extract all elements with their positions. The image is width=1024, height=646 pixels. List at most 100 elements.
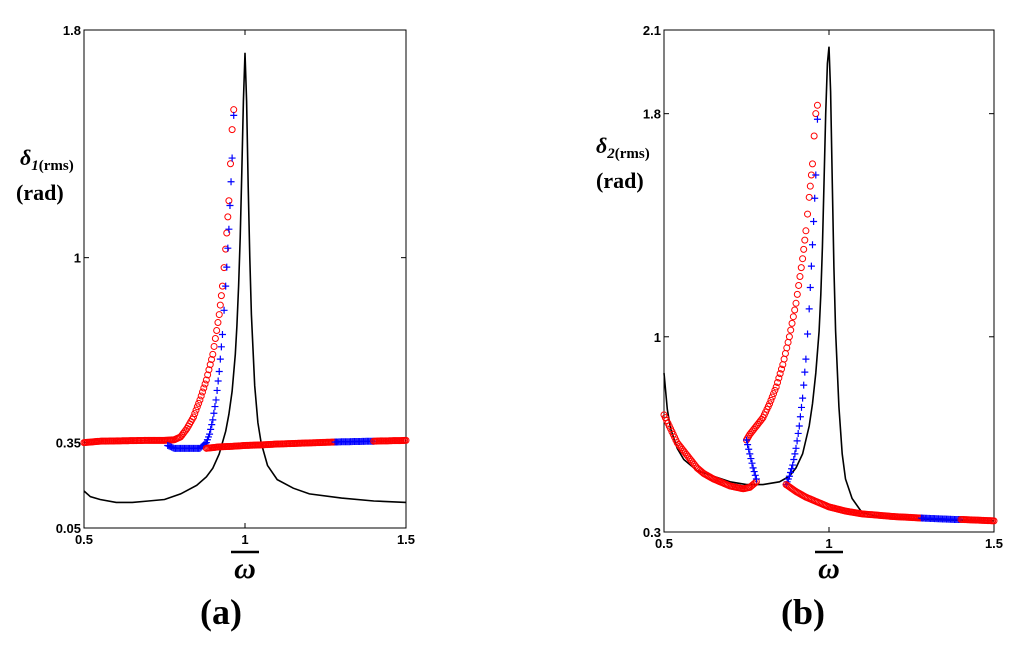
panel-b-series-4-point xyxy=(793,437,801,445)
panel-b-series-4-point xyxy=(800,381,808,389)
panel-b-ytick-label: 0.3 xyxy=(643,525,661,540)
panel-a-series-2-point xyxy=(212,396,220,404)
panel-a-series-1-point xyxy=(205,366,213,374)
panel-b-series-2-point xyxy=(771,386,779,394)
panel-b-xtick-label: 1.5 xyxy=(985,536,1003,551)
panel-b-series-6-plus-markers xyxy=(917,514,965,523)
panel-a-series-1-point xyxy=(216,301,224,309)
panel-b-series-3-point xyxy=(746,450,754,458)
panel-b-series-2-point xyxy=(777,365,785,373)
panel-b-series-3-point xyxy=(748,459,756,467)
panel-b-series-4-point xyxy=(805,305,813,313)
panel-a-series-2-point xyxy=(214,377,222,385)
panel-b-series-2-point xyxy=(781,350,789,358)
panel-b-ylabel-index: 2 xyxy=(606,146,615,162)
panel-b-series-3-point xyxy=(745,445,753,453)
panel-a-ylabel-sub: (rms) xyxy=(39,158,74,174)
panel-a-series-1-point xyxy=(206,361,214,369)
panel-a-series-2-point xyxy=(207,425,215,433)
panel-a-series-2-point xyxy=(213,386,221,394)
panel-b-series-2-point xyxy=(806,182,814,190)
panel-a-series-2-point xyxy=(223,263,231,271)
panel-b-series-2-point xyxy=(804,210,812,218)
panel-b-ytick-label: 1 xyxy=(654,330,661,345)
panel-b-series-4-point xyxy=(798,403,805,411)
panel-a-series-1-point xyxy=(227,160,235,168)
panel-a-series-1-point xyxy=(230,106,238,114)
panel-b-series-2-point xyxy=(812,110,820,118)
panel-b-series-0-line xyxy=(663,46,995,522)
panel-b-caption-letter: b xyxy=(793,592,813,632)
panel-b-series-2-point xyxy=(799,255,807,263)
panel-b-series-4-point xyxy=(792,444,800,452)
panel-a-ylabel-symbol: δ xyxy=(20,145,31,170)
panel-b-series-2-point xyxy=(792,299,800,307)
panel-a-plot-frame xyxy=(83,29,407,529)
panel-a-series-1-point xyxy=(200,384,208,392)
panel-a-series-3-circle-markers xyxy=(202,438,339,452)
panel-b-series-4-point xyxy=(789,461,797,469)
panel-b-series-2-point xyxy=(802,227,810,235)
panel-b-series-4-point xyxy=(812,171,820,179)
panel-a-series-1-point xyxy=(213,327,221,335)
panel-a-series-1-point xyxy=(225,197,233,205)
panel-a-ytick-label: 0.05 xyxy=(56,521,81,536)
panel-a-series-1-point xyxy=(204,371,212,379)
panel-a-series-2-point xyxy=(218,330,226,338)
panel-b-series-3-point xyxy=(751,471,759,479)
panel-b-series-3-plus-markers xyxy=(743,436,760,483)
panel-a-caption: (a) xyxy=(200,592,242,632)
panel-a-series xyxy=(80,52,410,504)
panel-a-series-1-point xyxy=(215,311,223,319)
panel-b-series-7-point xyxy=(990,517,998,525)
panel-a-series-1-point xyxy=(197,392,205,400)
panel-a-ytick-label: 1.8 xyxy=(63,23,81,38)
panel-b-series-2-point xyxy=(810,132,818,140)
panel-b-series-2-point xyxy=(797,264,805,272)
panel-b-ytick-label: 1.8 xyxy=(643,107,661,122)
panel-a-series-0-line xyxy=(83,52,407,504)
panel-b: 0.3 1 1.8 2.1 0.5 1 1.5 δ2(rms) (rad) ω (b) xyxy=(596,23,1003,632)
panel-b-ylabel-line1: δ2(rms) xyxy=(596,133,650,162)
panel-b-series-4-point xyxy=(788,465,796,473)
panel-b-series-4-point xyxy=(799,394,807,402)
panel-b-series-2-point xyxy=(805,193,813,201)
panel-b-series-4-point xyxy=(785,472,793,480)
panel-a-series-1-point xyxy=(211,334,219,342)
panel-a-caption-open: ( xyxy=(200,592,212,632)
panel-a-series-2-point xyxy=(224,244,232,252)
panel-a-series-1-point xyxy=(217,292,225,300)
panel-b-series-3-point xyxy=(747,455,755,463)
panel-b-ylabel-sub: (rms) xyxy=(615,146,650,162)
panel-b-series-2-point xyxy=(785,333,793,341)
panel-b-xlabel: ω xyxy=(818,552,840,585)
panel-b-series-4-point xyxy=(795,422,803,430)
panel-b-series-2-point xyxy=(776,370,784,378)
panel-b-series-2-point xyxy=(801,236,809,244)
panel-a-series-1-point xyxy=(198,388,206,396)
panel-b-series-4-point xyxy=(807,262,815,270)
panel-a-series-2-point xyxy=(210,409,218,417)
panel-b-series-2-point xyxy=(783,344,791,352)
panel-a-series-2-point xyxy=(226,201,234,209)
panel-b-series-3-point xyxy=(743,436,750,444)
panel-a-series-1-point xyxy=(191,410,199,418)
panel-a-xtick-label: 0.5 xyxy=(75,532,93,547)
panel-b-series xyxy=(660,46,998,525)
panel-a-series-2-point xyxy=(215,367,223,375)
panel-b-series-2-point xyxy=(784,338,792,346)
panel-b-series-2-point xyxy=(772,383,780,391)
panel-b-series-4-point xyxy=(802,355,810,363)
panel-b-ticks: 0.3 1 1.8 2.1 0.5 1 1.5 xyxy=(643,23,1003,551)
panel-b-series-4-point xyxy=(813,115,821,123)
panel-b-series-2-point xyxy=(768,393,776,401)
panel-a-series-2-point xyxy=(227,178,235,186)
panel-a-caption-close: ) xyxy=(230,592,242,632)
panel-b-series-2-point xyxy=(813,101,821,109)
panel-a-series-1-point xyxy=(228,126,236,134)
panel-a-series-2-point xyxy=(222,282,230,290)
panel-a-series-2-plus-markers xyxy=(164,111,238,452)
panel-b-series-4-point xyxy=(796,413,804,421)
